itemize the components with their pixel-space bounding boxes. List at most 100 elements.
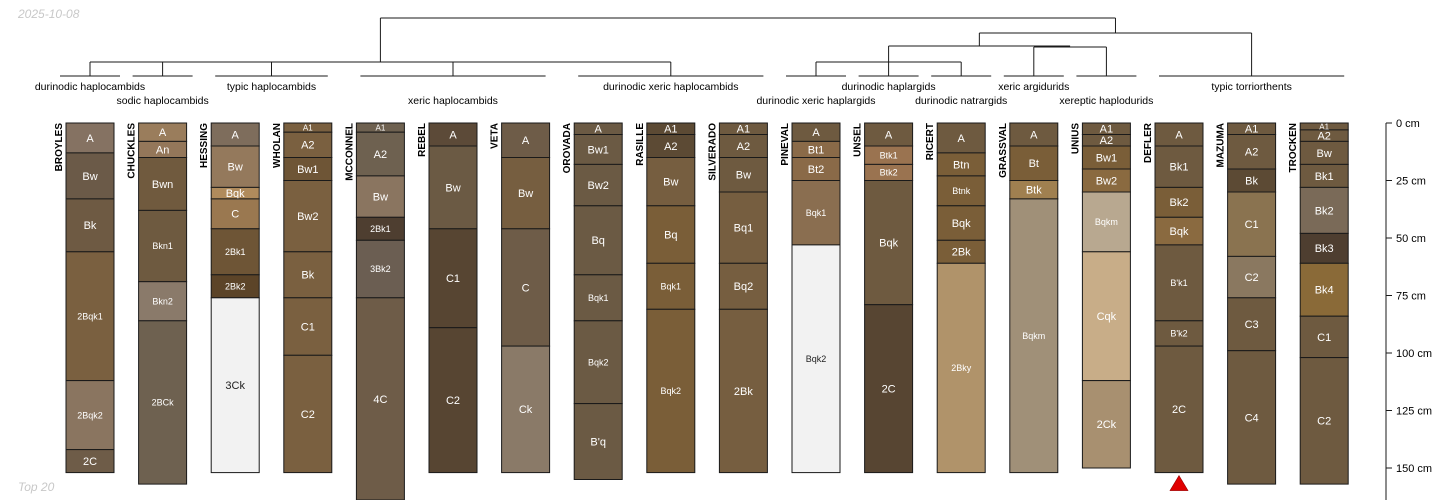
horizon-label: A [595,124,603,136]
horizon-label: An [156,144,169,156]
depth-axis: 0 cm 25 cm 50 cm 75 cm 100 cm 125 cm 150 cm [1385,118,1432,500]
horizon-label: 2Bk1 [370,224,391,234]
horizon-cqk [1081,251,1131,382]
profile-chuckles: CHUCKLES A An Bwn Bkn1 Bkn2 2BCk [127,122,188,485]
axis-tick-label: 150 cm [1396,463,1432,475]
horizon-label: Btk [1026,185,1042,197]
horizon-a2 [283,131,333,158]
horizon-b'k1 [1154,244,1204,322]
horizon-label: C1 [446,273,460,285]
axis-tick-label: 50 cm [1396,233,1426,245]
horizon-label: Cqk [1097,311,1117,323]
horizon-c1 [428,228,478,329]
horizon-label: Bk [1245,175,1258,187]
horizon-a2 [355,131,405,177]
horizon-label: Bk [301,270,314,282]
horizon-label: Bw2 [587,180,608,192]
horizon-label: C1 [1245,219,1259,231]
horizon-c2 [1227,255,1277,299]
horizon-label: Bqkm [1022,331,1045,341]
dendrogram [89,17,1253,76]
horizon-label: A2 [1317,131,1330,143]
profile-unsel: UNSEL A Btk1 Btk2 Bqk 2C [853,122,914,474]
axis-tick-label: 75 cm [1396,291,1426,303]
profile-name: PINEVAL [780,123,791,166]
horizon-c2 [1299,357,1349,485]
profile-name: SILVERADO [707,123,718,181]
horizon-label: Bw [228,162,243,174]
horizon-bqk2 [573,320,623,405]
horizon-label: A2 [1245,147,1258,159]
horizon-2bk1 [210,228,260,276]
horizon-label: Bw [373,191,388,203]
horizon-label: Bw [82,171,97,183]
profile-name: VETA [490,123,501,149]
horizon-bw [355,175,405,218]
horizon-bqkm [1081,191,1131,253]
horizon-label: 2Ck [1097,419,1117,431]
horizon-label: Bw [445,182,460,194]
horizon-bt [1009,145,1059,181]
horizon-label: A1 [1245,124,1258,136]
horizon-label: Btn [953,159,970,171]
profile-name: DEFLER [1143,122,1154,163]
horizon-2bqk1 [65,251,115,382]
horizon-2c [1154,345,1204,474]
horizon-label: C4 [1245,412,1259,424]
horizon-label: Bt [1029,158,1039,170]
subgroup-label: durinodic xeric haplargids [756,95,875,107]
horizon-label: Bkn1 [152,241,173,251]
horizon-label: Bqk [226,188,245,200]
horizon-label: 2Bky [951,363,972,373]
horizon-label: C1 [301,321,315,333]
horizon-label: Bt2 [808,164,825,176]
horizon-label: Bw [518,188,533,200]
horizon-label: Bk1 [1315,171,1334,183]
profile-name: BROYLES [54,123,65,172]
horizon-label: Btnk [952,186,971,196]
horizon-label: 3Bk2 [370,264,391,274]
horizon-label: Bw [663,177,678,189]
horizon-bk1 [1154,145,1204,188]
horizon-2bky [936,262,986,474]
horizon-label: C [231,209,239,221]
profile-name: CHUCKLES [127,123,138,179]
profile-wholan: WHOLAN A1 A2 Bw1 Bw2 Bk C1 C2 [272,122,333,474]
horizon-label: Bw2 [1096,175,1117,187]
profile-broyles: BROYLES A Bw Bk 2Bqk1 2Bqk2 2C [54,122,115,474]
profile-name: UNIUS [1070,123,1081,154]
horizon-label: 2C [83,456,97,468]
date-label: 2025-10-08 [18,7,80,21]
horizon-label: Bqk1 [661,281,682,291]
horizon-bq [573,205,623,276]
horizon-label: 3Ck [225,380,245,392]
horizon-bk [65,198,115,253]
profile-name: RASILLE [635,123,646,166]
horizon-2ck [1081,380,1131,469]
subgroup-label: xeric argidurids [998,81,1069,93]
axis-tick-label: 0 cm [1396,118,1420,130]
horizon-label: C [522,282,530,294]
profile-name: WHOLAN [272,123,283,168]
horizon-label: 2Bk1 [225,247,246,257]
subgroup-label: typic haplocambids [227,81,316,93]
horizon-label: A1 [737,124,750,136]
horizon-label: Bwn [152,179,173,191]
horizon-bw [65,152,115,200]
profile-rebel: REBEL A Bw C1 C2 [417,122,478,474]
horizon-label: A1 [1319,122,1329,131]
horizon-bkn1 [138,209,188,283]
horizon-3ck [210,297,260,474]
horizon-label: A2 [737,141,750,153]
profile-ricert: RICERT A Btn Btnk Bqk 2Bk 2Bky [925,122,986,474]
subgroup-label: durinodic xeric haplocambids [603,81,738,93]
horizon-label: C2 [301,409,315,421]
horizon-label: 2Bk [734,386,753,398]
horizon-label: Bqk2 [588,357,609,367]
horizon-label: A2 [664,141,677,153]
horizon-label: A1 [1100,124,1113,136]
horizon-label: A [1175,129,1183,141]
profile-hessing: HESSING A Bw Bqk C 2Bk1 2Bk2 3Ck [199,122,260,474]
